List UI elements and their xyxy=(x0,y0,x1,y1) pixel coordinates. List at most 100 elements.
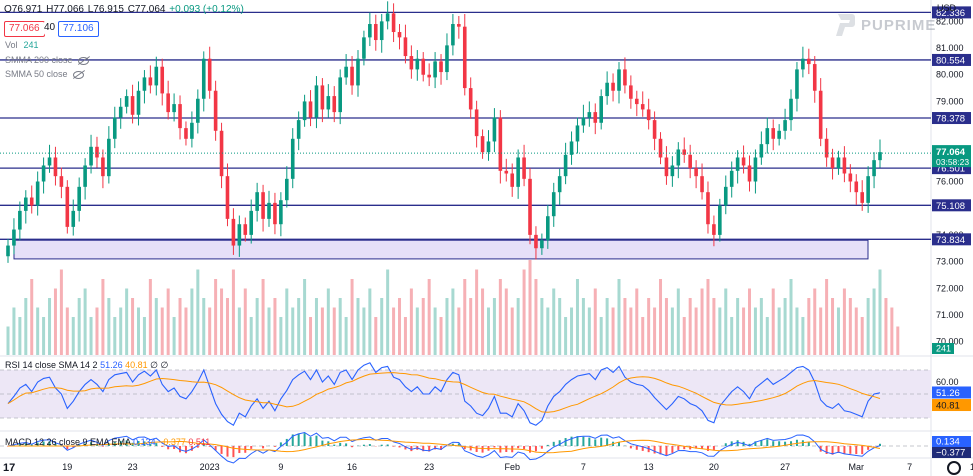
candle-body xyxy=(308,101,313,118)
candle-body xyxy=(718,205,722,235)
candle-body xyxy=(59,176,64,187)
macd-histogram-bar xyxy=(309,437,312,446)
candle-body xyxy=(421,58,426,75)
macd-histogram-bar xyxy=(410,446,413,452)
volume-bar xyxy=(255,298,259,355)
candle-body xyxy=(47,157,52,166)
time-tick-label: 20 xyxy=(709,462,719,472)
price-level-tag xyxy=(932,53,971,66)
volume-bar xyxy=(593,288,597,355)
candle-body xyxy=(807,58,811,65)
candle-body xyxy=(18,210,22,230)
macd-line xyxy=(7,431,881,464)
volume-bar xyxy=(101,279,105,355)
sma50-legend[interactable]: SMMA 50 close xyxy=(5,69,84,79)
volume-bar xyxy=(552,288,556,355)
macd-histogram-bar xyxy=(339,442,342,446)
macd-histogram-bar xyxy=(392,446,395,447)
rsi-sma-label: 40.81 xyxy=(936,401,960,412)
gear-icon[interactable] xyxy=(947,461,961,475)
volume-bar xyxy=(783,298,787,355)
price-level-label: 76.501 xyxy=(936,164,965,175)
candle-body xyxy=(866,176,870,203)
volume-bar xyxy=(706,279,710,355)
volume-bar xyxy=(611,307,615,355)
macd-legend[interactable]: MACD 12 26 close 9 EMA EMA 0.134 −0.377 … xyxy=(5,437,211,447)
macd-histogram-bar xyxy=(202,443,205,446)
macd-histogram-bar xyxy=(570,436,573,446)
price-level-tag xyxy=(932,199,971,212)
candle-body xyxy=(830,157,835,169)
volume-bar xyxy=(860,317,864,355)
volume-bar xyxy=(694,307,698,355)
candle-body xyxy=(142,77,147,91)
candle-body xyxy=(178,104,182,129)
macd-histogram-bar xyxy=(760,440,763,446)
hidden-eye-icon[interactable] xyxy=(77,56,89,65)
volume-bar xyxy=(119,307,123,355)
brand-logo: PUPRIME xyxy=(833,12,936,38)
candle-body xyxy=(338,77,342,113)
candle-body xyxy=(279,200,283,225)
volume-bar xyxy=(332,307,336,355)
volume-bar xyxy=(237,307,241,355)
candle-body xyxy=(65,186,70,227)
volume-bar xyxy=(623,298,627,355)
support-zone xyxy=(13,239,869,260)
macd-histogram-bar xyxy=(706,446,709,451)
candle-body xyxy=(213,90,218,131)
macd-histogram-bar xyxy=(78,444,81,446)
volume-bar xyxy=(142,317,146,355)
volume-bar xyxy=(854,307,858,355)
volume-bar xyxy=(160,307,164,355)
price-tick-label: 73.000 xyxy=(936,257,964,267)
volume-bar xyxy=(564,317,568,355)
macd-histogram-bar xyxy=(291,434,294,446)
macd-signal-tag xyxy=(932,447,971,458)
rsi-legend[interactable]: RSI 14 close SMA 14 2 51.26 40.81 ∅ ∅ xyxy=(5,360,169,370)
candle-body xyxy=(706,192,710,225)
countdown-label: 03:58:23 xyxy=(936,157,969,167)
sell-price-button[interactable]: 77.066 xyxy=(4,21,45,37)
macd-histogram-bar xyxy=(600,437,603,446)
volume-bar xyxy=(83,288,87,355)
macd-histogram-bar xyxy=(724,443,727,446)
macd-histogram-bar xyxy=(101,446,104,447)
candle-body xyxy=(160,66,165,94)
macd-histogram-bar xyxy=(84,443,87,446)
macd-histogram-bar xyxy=(155,443,158,446)
volume-bar xyxy=(795,307,799,355)
volume-bar xyxy=(18,317,22,355)
macd-histogram-bar xyxy=(279,442,282,446)
hidden-eye-icon[interactable] xyxy=(72,70,84,79)
volume-bar xyxy=(279,317,283,355)
price-tick-label: 79.000 xyxy=(936,96,964,106)
macd-histogram-bar xyxy=(226,446,229,457)
candle-body xyxy=(617,69,621,91)
candle-body xyxy=(243,224,248,235)
volume-legend[interactable]: Vol 241 xyxy=(5,40,39,50)
currency-label[interactable]: USD xyxy=(937,3,957,13)
candle-body xyxy=(101,157,105,177)
candle-body xyxy=(534,234,538,249)
candle-body xyxy=(818,90,823,139)
macd-histogram-bar xyxy=(238,446,241,454)
candle-body xyxy=(427,74,431,78)
buy-price-button[interactable]: 77.106 xyxy=(58,21,99,37)
volume-bar xyxy=(884,298,888,355)
candle-body xyxy=(397,32,402,38)
candle-body xyxy=(445,45,449,73)
volume-bar xyxy=(24,298,28,355)
candle-body xyxy=(107,138,111,177)
candle-body xyxy=(356,58,360,86)
candle-body xyxy=(184,128,188,139)
sma200-legend[interactable]: SMMA 200 close xyxy=(5,55,89,65)
current-price-tag xyxy=(932,145,971,168)
current-price-label: 77.064 xyxy=(936,147,966,158)
candle-body xyxy=(480,136,485,153)
candle-body xyxy=(741,157,746,166)
macd-histogram-bar xyxy=(617,442,620,446)
volume-bar xyxy=(825,279,829,355)
time-tick-label: 7 xyxy=(907,462,912,472)
